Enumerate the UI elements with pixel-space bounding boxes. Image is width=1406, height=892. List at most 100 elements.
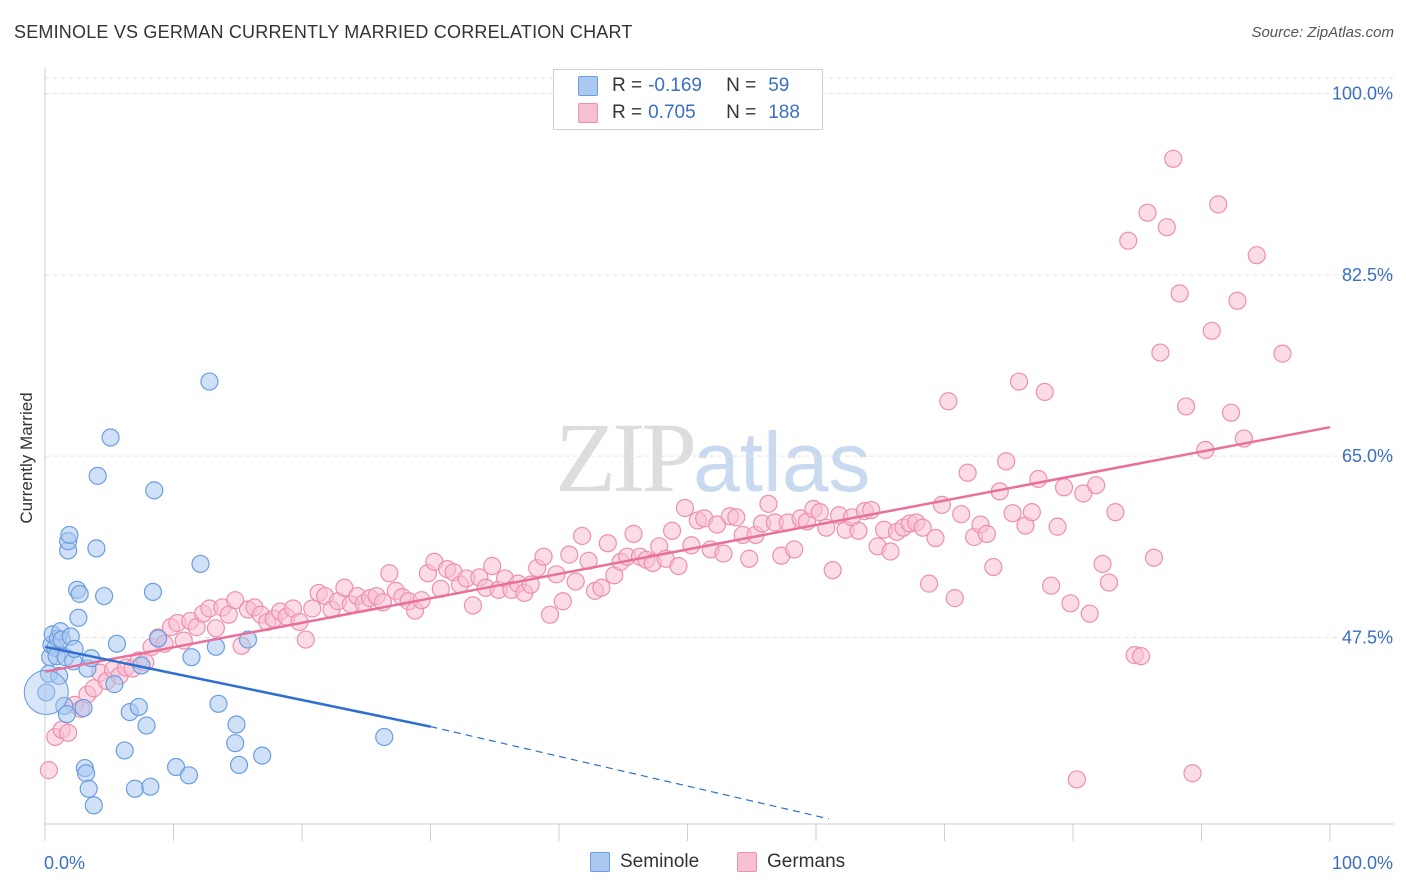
- germans-trend-line: [44, 425, 1331, 673]
- seminole-trend-line: [44, 645, 431, 728]
- germans-point: [926, 528, 945, 548]
- germans-point: [1003, 504, 1022, 523]
- germans-point: [1022, 503, 1041, 522]
- germans-point: [483, 556, 502, 576]
- y-tick-label: 100.0%: [1332, 84, 1393, 104]
- legend-row-germans: R = 0.705 N = 188: [578, 100, 800, 126]
- germans-point: [553, 592, 572, 611]
- chart-title: SEMINOLE VS GERMAN CURRENTLY MARRIED COR…: [14, 22, 633, 42]
- y-tick-label: 47.5%: [1342, 628, 1393, 648]
- germans-point: [1138, 203, 1157, 222]
- seminole-point: [69, 608, 88, 627]
- germans-point: [810, 503, 829, 522]
- germans-point: [566, 572, 585, 591]
- germans-point: [303, 599, 322, 618]
- seminole-point: [101, 428, 120, 447]
- seminole-point: [37, 683, 56, 702]
- seminole-point: [141, 777, 160, 796]
- seminole-point: [125, 779, 145, 798]
- germans-point: [560, 545, 579, 564]
- seminole-point: [79, 779, 98, 798]
- seminole-points: [23, 372, 394, 815]
- seminole-point: [148, 629, 168, 648]
- germans-point: [1221, 403, 1241, 422]
- correlation-legend: R = -0.169 N = 59 R = 0.705 N = 188: [553, 69, 823, 130]
- seminole-point: [74, 698, 93, 718]
- n-value: 188: [768, 102, 800, 123]
- germans-point: [206, 619, 226, 638]
- seminole-point: [87, 539, 106, 558]
- germans-point: [1119, 231, 1138, 250]
- germans-point: [1061, 594, 1080, 613]
- germans-point: [1035, 382, 1054, 402]
- legend-item-seminole: Seminole: [590, 851, 699, 873]
- germans-point: [1087, 476, 1106, 495]
- germans-point: [1067, 770, 1086, 789]
- germans-point: [997, 452, 1016, 471]
- seminole-swatch: [590, 852, 610, 872]
- seminole-point: [253, 746, 272, 765]
- n-label: N =: [726, 75, 757, 96]
- germans-point: [39, 761, 58, 780]
- seminole-point: [227, 715, 246, 734]
- seminole-swatch: [578, 76, 598, 96]
- germans-point: [335, 578, 354, 597]
- r-value: 0.705: [648, 102, 696, 123]
- seminole-point: [50, 666, 69, 685]
- germans-point: [1042, 576, 1061, 595]
- germans-point: [727, 508, 746, 527]
- legend-row-seminole: R = -0.169 N = 59: [578, 73, 789, 99]
- legend-item-germans: Germans: [737, 851, 845, 873]
- germans-point: [823, 561, 842, 580]
- r-label: R =: [612, 75, 643, 96]
- germans-point: [1151, 343, 1170, 362]
- germans-point: [759, 494, 778, 513]
- germans-point: [1144, 548, 1164, 567]
- germans-point: [849, 521, 868, 540]
- germans-point: [913, 518, 932, 537]
- germans-point: [1106, 503, 1125, 522]
- germans-point: [977, 524, 997, 543]
- germans-point: [984, 557, 1003, 577]
- seminole-point: [179, 766, 199, 785]
- germans-point: [1157, 218, 1176, 237]
- germans-point: [463, 596, 483, 615]
- germans-point: [1099, 573, 1119, 592]
- germans-point: [958, 463, 977, 482]
- r-label: R =: [612, 102, 643, 123]
- seminole-point: [77, 764, 96, 783]
- seminole-trend-extension: [430, 726, 829, 820]
- germans-point: [952, 505, 971, 524]
- germans-point: [881, 542, 900, 561]
- germans-point: [919, 574, 939, 593]
- seminole-point: [145, 481, 164, 500]
- germans-point: [1074, 484, 1093, 503]
- seminole-label: Seminole: [620, 851, 700, 872]
- germans-point: [740, 549, 759, 568]
- germans-point: [59, 723, 78, 742]
- germans-point: [939, 392, 958, 411]
- r-value: -0.169: [648, 75, 702, 96]
- germans-point: [1132, 647, 1151, 666]
- seminole-point: [143, 582, 163, 602]
- germans-point: [785, 540, 804, 559]
- germans-point: [1228, 291, 1247, 310]
- germans-point: [675, 498, 695, 518]
- germans-point: [1080, 604, 1099, 623]
- germans-swatch: [578, 103, 598, 123]
- y-tick-label: 82.5%: [1342, 265, 1393, 285]
- germans-point: [682, 536, 701, 555]
- germans-point: [1202, 321, 1221, 340]
- seminole-point: [57, 705, 76, 724]
- seminole-point: [375, 727, 394, 747]
- germans-point: [707, 515, 727, 534]
- seminole-point: [191, 554, 210, 574]
- seminole-point: [70, 584, 89, 604]
- germans-point: [662, 521, 682, 540]
- seminole-point: [60, 525, 79, 545]
- trend-lines: [44, 425, 1331, 820]
- germans-point: [669, 556, 688, 576]
- seminole-point: [129, 697, 148, 717]
- seminole-point: [226, 734, 245, 753]
